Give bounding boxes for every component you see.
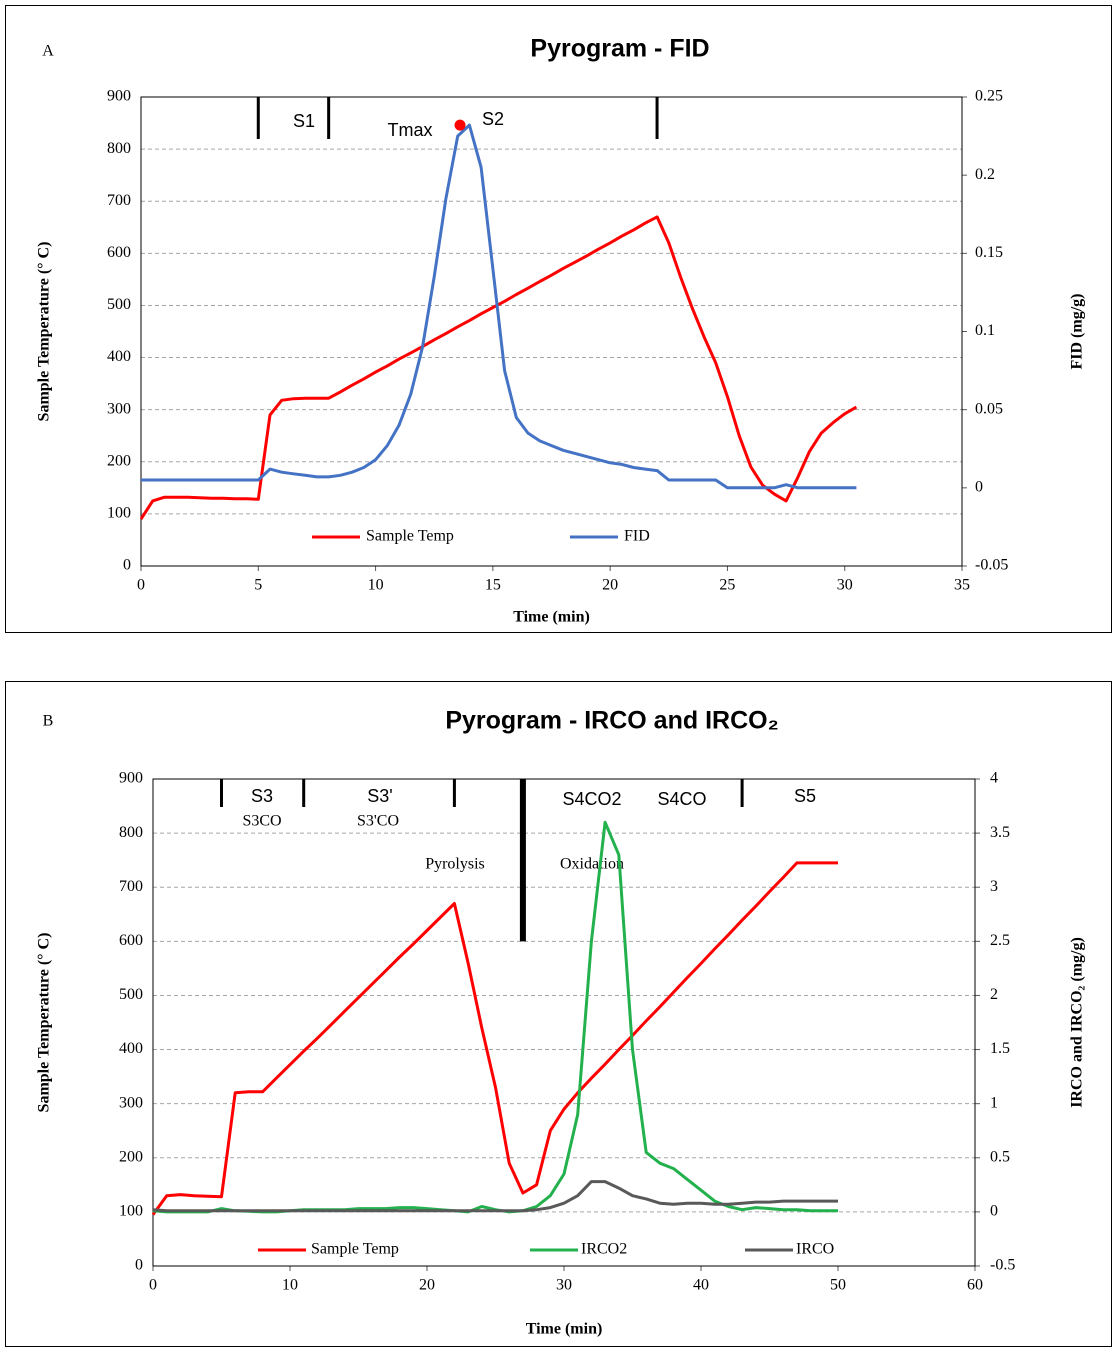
y-tick-label: 800 <box>107 140 131 157</box>
annotation: S3CO <box>242 813 281 830</box>
legend-label: IRCO2 <box>581 1241 627 1258</box>
y-tick-label: 700 <box>107 192 131 209</box>
x-tick-label: 40 <box>693 1277 709 1294</box>
legend-label: FID <box>624 528 650 545</box>
y-tick-label: 400 <box>107 348 131 365</box>
y2-tick-label: 0.5 <box>990 1148 1010 1165</box>
y-tick-label: 400 <box>119 1040 143 1057</box>
annotation: S3'CO <box>357 813 399 830</box>
plot-frame <box>140 96 963 567</box>
y-axis-label: Sample Temperature (° C) <box>36 933 53 1113</box>
annotation: Pyrolysis <box>425 856 485 873</box>
y-tick-label: 100 <box>107 505 131 522</box>
annotation: S4CO2 <box>562 789 621 809</box>
series-line <box>152 820 838 1214</box>
y2-axis-label: IRCO and IRCO₂ (mg/g) <box>1069 937 1086 1108</box>
y-tick-label: 100 <box>119 1203 143 1220</box>
y-tick-label: 300 <box>107 400 131 417</box>
y-axis-label: Sample Temperature (° C) <box>36 242 53 422</box>
annotation: Tmax <box>388 120 433 140</box>
panel-frame <box>5 681 1112 1347</box>
x-tick-label: 20 <box>419 1277 435 1294</box>
series-line <box>151 861 838 1216</box>
x-tick-label: 0 <box>149 1277 157 1294</box>
y-tick-label: 600 <box>119 932 143 949</box>
y2-tick-label: 2.5 <box>990 932 1010 949</box>
y-tick-label: 900 <box>107 88 131 105</box>
chart-title: Pyrogram - IRCO and IRCO₂ <box>445 707 778 735</box>
x-tick-label: 30 <box>556 1277 572 1294</box>
x-tick-label: 35 <box>954 577 970 594</box>
tmax-marker <box>454 119 466 131</box>
x-tick-label: 15 <box>485 577 501 594</box>
y2-tick-label: -0.05 <box>975 557 1008 574</box>
y-tick-label: 0 <box>123 557 131 574</box>
y2-tick-label: 3 <box>990 878 998 895</box>
y2-tick-label: 0.1 <box>975 322 995 339</box>
y2-tick-label: 0.05 <box>975 400 1003 417</box>
legend-label: Sample Temp <box>366 528 454 545</box>
chart-title: Pyrogram - FID <box>530 35 709 63</box>
legend-label: IRCO <box>796 1241 834 1258</box>
plot-frame <box>152 778 976 1267</box>
y2-tick-label: 3.5 <box>990 824 1010 841</box>
y-tick-label: 600 <box>107 244 131 261</box>
annotation: S2 <box>482 109 504 129</box>
y2-tick-label: 1.5 <box>990 1040 1010 1057</box>
annotation: S4CO <box>657 789 706 809</box>
y2-axis-label: FID (mg/g) <box>1069 294 1086 370</box>
y2-tick-label: 0.2 <box>975 166 995 183</box>
panel-label: A <box>42 43 54 60</box>
y2-tick-label: 0.25 <box>975 88 1003 105</box>
annotation: S5 <box>794 786 816 806</box>
x-tick-label: 25 <box>719 577 735 594</box>
x-tick-label: 60 <box>967 1277 983 1294</box>
y-tick-label: 500 <box>119 986 143 1003</box>
x-tick-label: 30 <box>837 577 853 594</box>
y2-tick-label: 0 <box>975 479 983 496</box>
x-axis-label: Time (min) <box>526 1321 603 1338</box>
y-tick-label: 700 <box>119 878 143 895</box>
x-tick-label: 10 <box>282 1277 298 1294</box>
annotation: S3' <box>367 786 392 806</box>
series-line <box>141 123 857 490</box>
annotation: Oxidation <box>560 856 624 873</box>
x-tick-label: 50 <box>830 1277 846 1294</box>
y-tick-label: 300 <box>119 1094 143 1111</box>
x-tick-label: 20 <box>602 577 618 594</box>
y2-tick-label: 0.15 <box>975 244 1003 261</box>
panel-frame <box>5 5 1112 633</box>
y2-tick-label: 0 <box>990 1203 998 1220</box>
x-axis-label: Time (min) <box>513 609 590 626</box>
y-tick-label: 0 <box>135 1257 143 1274</box>
y-tick-label: 200 <box>107 452 131 469</box>
panel-label: B <box>43 713 54 730</box>
annotation: S1 <box>293 111 315 131</box>
y-tick-label: 500 <box>107 296 131 313</box>
x-tick-label: 0 <box>137 577 145 594</box>
y-tick-label: 800 <box>119 824 143 841</box>
x-tick-label: 5 <box>254 577 262 594</box>
legend-label: Sample Temp <box>311 1241 399 1258</box>
y-tick-label: 200 <box>119 1148 143 1165</box>
series-line <box>139 215 858 520</box>
y2-tick-label: 1 <box>990 1094 998 1111</box>
annotation: S3 <box>251 786 273 806</box>
y2-tick-label: 4 <box>990 770 998 787</box>
y-tick-label: 900 <box>119 770 143 787</box>
series-line <box>152 1180 838 1213</box>
y2-tick-label: 2 <box>990 986 998 1003</box>
y2-tick-label: -0.5 <box>990 1257 1015 1274</box>
x-tick-label: 10 <box>368 577 384 594</box>
